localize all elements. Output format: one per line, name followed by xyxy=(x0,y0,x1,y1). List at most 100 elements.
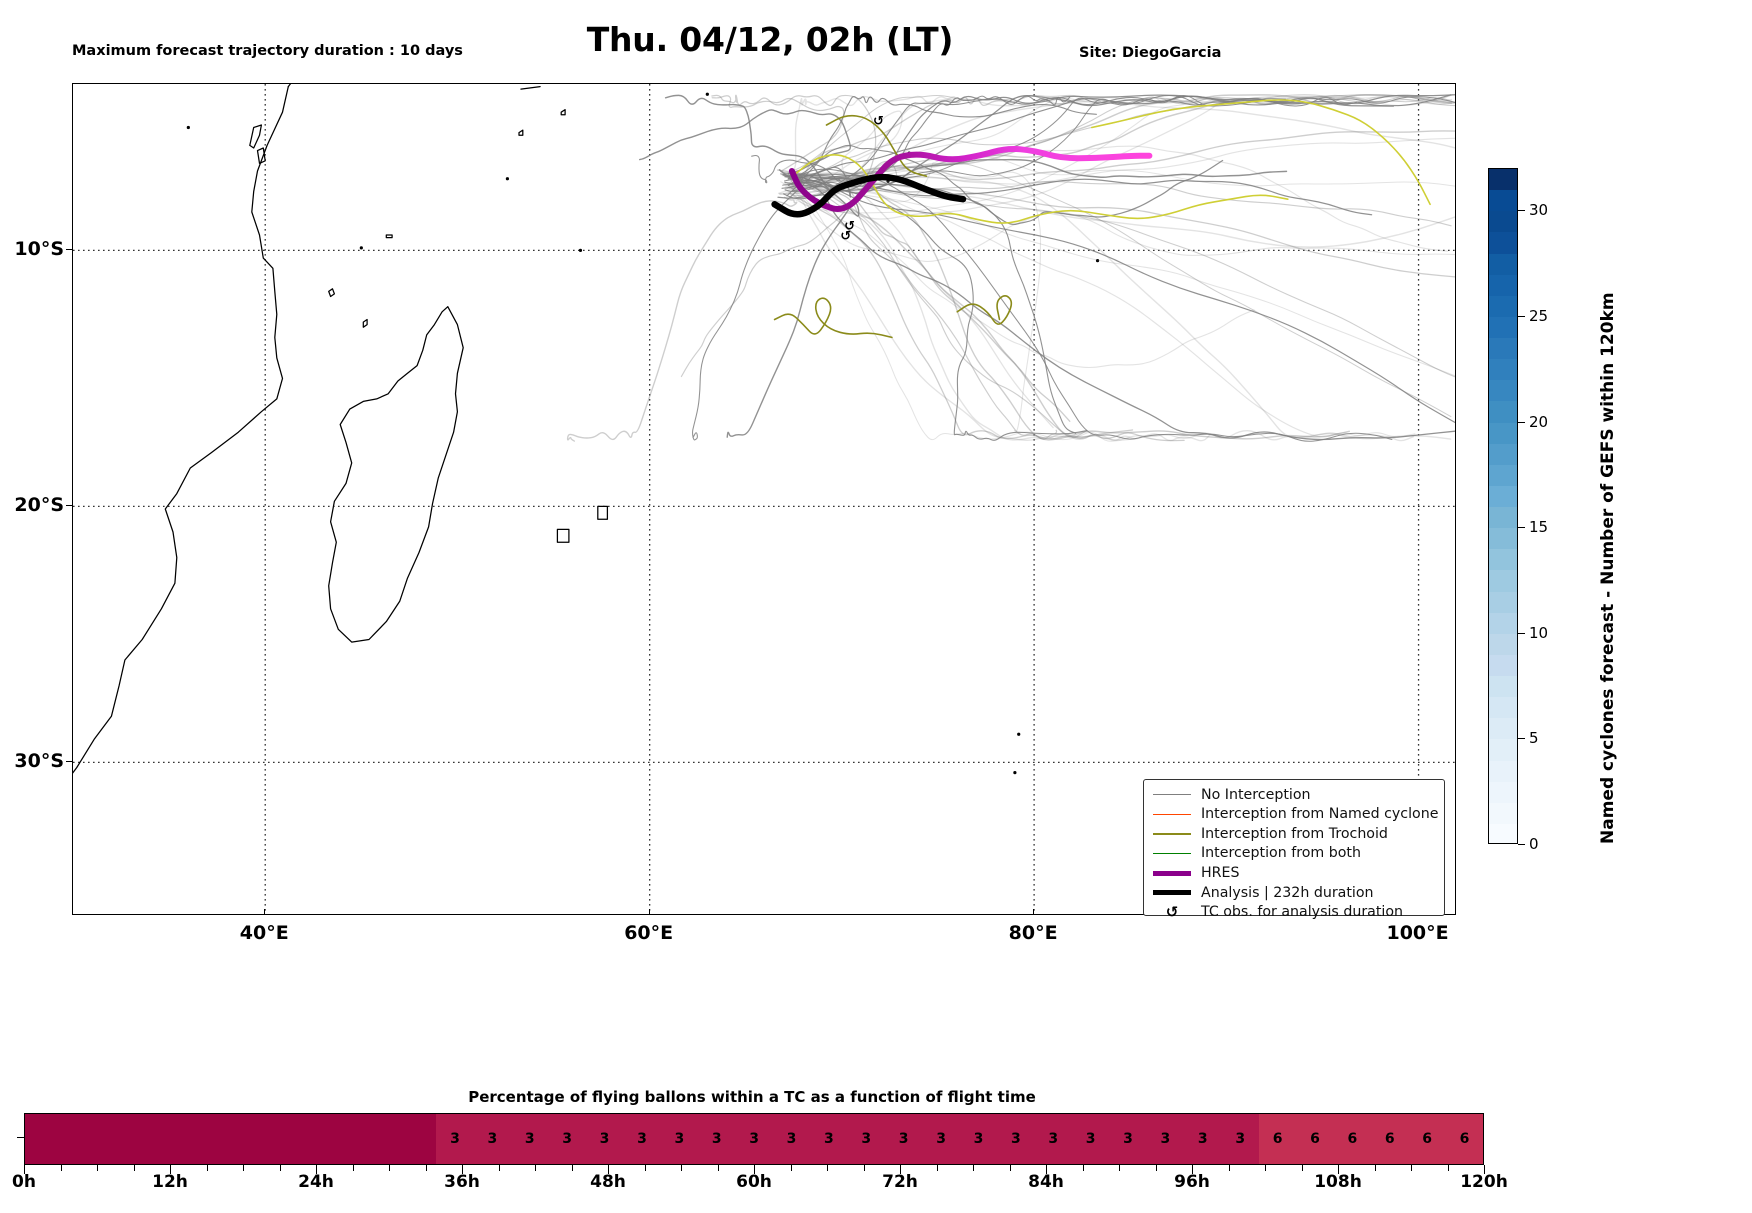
y-tick-label: 10°S xyxy=(14,238,64,261)
named-cyclones-colorbar[interactable]: 0 5 10 15 20 25 30 xyxy=(1488,168,1548,853)
percentage-value-label: 3 xyxy=(861,1131,872,1147)
percentage-bar-tickmark xyxy=(243,1165,244,1171)
ensemble-trajectory xyxy=(789,94,1452,214)
legend-line xyxy=(1153,833,1191,835)
percentage-bar: 3 3 3 3 3 3 3 3 3 3 3 3 3 3 3 3 3 3 3 3 3 3 6 6 6 6 6 6 xyxy=(24,1113,1484,1165)
percentage-bar-tick-label: 120h xyxy=(1460,1172,1508,1192)
legend-label: HRES xyxy=(1201,865,1240,882)
percentage-value-label: 3 xyxy=(1010,1131,1021,1147)
trochoid-trajectory xyxy=(825,114,928,177)
trochoid-trajectory xyxy=(795,154,1289,224)
percentage-value-label: 6 xyxy=(1422,1131,1433,1147)
analysis-trajectory xyxy=(771,173,967,218)
legend-line xyxy=(1153,870,1191,876)
percentage-bar-tickmark xyxy=(644,1165,646,1171)
colorbar-segment xyxy=(1489,401,1517,423)
percentage-value-label: 6 xyxy=(1384,1131,1395,1147)
x-tick-label: 40°E xyxy=(239,922,289,944)
percentage-segment: 3 xyxy=(660,1114,699,1164)
tc-obs-marker: ↺ xyxy=(844,219,855,234)
colorbar-segment xyxy=(1489,295,1517,317)
legend-item[interactable]: Interception from Named cyclone xyxy=(1151,805,1438,825)
percentage-bar-tick-label: 24h xyxy=(298,1172,334,1192)
percentage-segment: 3 xyxy=(511,1114,549,1164)
percentage-bar-tickmark xyxy=(1155,1165,1157,1171)
island-dot xyxy=(1013,771,1017,775)
legend-item[interactable]: ↺ TC obs. for analysis duration xyxy=(1151,903,1437,923)
legend-label: TC obs. for analysis duration xyxy=(1201,904,1404,921)
x-tickmark xyxy=(264,909,266,915)
percentage-bar-tickmark xyxy=(170,1165,171,1174)
colorbar-segment xyxy=(1489,612,1517,634)
ensemble-trajectory xyxy=(788,184,1414,442)
percentage-value-label: 3 xyxy=(487,1131,498,1147)
percentage-value-label: 3 xyxy=(637,1131,647,1147)
percentage-bar-left-tick xyxy=(17,1137,25,1138)
colorbar-segment xyxy=(1489,718,1517,740)
colorbar-segment xyxy=(1489,190,1517,212)
percentage-bar-tickmark xyxy=(97,1165,98,1171)
percentage-segment: 3 xyxy=(473,1114,512,1164)
percentage-bar-tickmark xyxy=(863,1165,865,1171)
island-dot xyxy=(1017,732,1021,736)
ensemble-trajectory xyxy=(777,94,1455,199)
percentage-bar-tickmark xyxy=(425,1165,427,1171)
percentage-bar-tick-label: 12h xyxy=(152,1172,188,1192)
colorbar-segment xyxy=(1489,316,1517,338)
ensemble-trajectory xyxy=(784,159,1224,226)
colorbar-segment xyxy=(1489,380,1517,402)
percentage-segment: 3 xyxy=(997,1114,1035,1164)
site-text: Site: DiegoGarcia xyxy=(1079,45,1222,61)
y-tick-label: 30°S xyxy=(14,750,64,773)
colorbar-segment xyxy=(1489,591,1517,613)
colorbar-tickmark xyxy=(1518,527,1525,529)
percentage-segment: 3 xyxy=(1109,1114,1147,1164)
percentage-value-label: 6 xyxy=(1272,1131,1283,1147)
percentage-value-label: 3 xyxy=(1235,1131,1246,1147)
percentage-bar-tickmark xyxy=(827,1165,828,1171)
map-legend[interactable]: No Interception Interception from Named c… xyxy=(1143,779,1445,919)
colorbar-segment xyxy=(1489,359,1517,381)
coastline-path xyxy=(556,528,570,543)
percentage-bar-tickmark xyxy=(60,1165,62,1171)
legend-item[interactable]: Interception from both xyxy=(1151,844,1437,864)
percentage-segment xyxy=(99,1114,138,1164)
percentage-segment xyxy=(174,1114,212,1164)
legend-item[interactable]: No Interception xyxy=(1151,785,1437,805)
legend-label: Interception from both xyxy=(1201,845,1361,862)
percentage-bar-tick-label: 96h xyxy=(1174,1172,1210,1192)
colorbar-segment xyxy=(1489,274,1517,296)
percentage-segment: 3 xyxy=(1034,1114,1072,1164)
ensemble-trajectory xyxy=(786,95,957,186)
legend-item[interactable]: Analysis | 232h duration xyxy=(1151,883,1437,903)
percentage-segment: 3 xyxy=(772,1114,811,1164)
colorbar-tick-label: 30 xyxy=(1529,201,1549,220)
percentage-segment: 3 xyxy=(698,1114,736,1164)
percentage-value-label: 3 xyxy=(450,1131,460,1147)
legend-line-swatch xyxy=(1151,890,1193,896)
percentage-bar-tickmark xyxy=(571,1165,573,1171)
coastline-path xyxy=(287,84,292,88)
percentage-bar-tickmark xyxy=(279,1165,281,1171)
percentage-segment xyxy=(286,1114,325,1164)
percentage-bar-tickmark xyxy=(754,1165,755,1174)
legend-line-swatch xyxy=(1151,813,1193,816)
page-title: Thu. 04/12, 02h (LT) xyxy=(586,20,954,59)
legend-item[interactable]: Interception from Trochoid xyxy=(1151,824,1437,844)
trochoid-trajectory xyxy=(956,295,1013,325)
percentage-value-label: 3 xyxy=(1085,1131,1096,1147)
ensemble-trajectory xyxy=(781,174,1452,227)
percentage-segment: 6 xyxy=(1333,1114,1372,1164)
ensemble-trajectory xyxy=(780,170,1351,440)
percentage-bar-tickmark xyxy=(717,1165,719,1171)
percentage-segment: 6 xyxy=(1258,1114,1297,1164)
percentage-bar-tickmark xyxy=(206,1165,208,1171)
map-plot-area[interactable]: ↺ ↺ ↺ xyxy=(72,83,1456,915)
percentage-bar-title: Percentage of flying ballons within a TC… xyxy=(468,1088,1036,1106)
legend-item[interactable]: HRES xyxy=(1151,863,1437,883)
percentage-value-label: 3 xyxy=(1048,1131,1059,1147)
ensemble-trajectory xyxy=(780,181,1455,263)
percentage-bar-wrap[interactable]: 3 3 3 3 3 3 3 3 3 3 3 3 3 3 3 3 3 3 3 3 3 3 6 6 6 6 6 6 xyxy=(17,1113,1485,1174)
percentage-segment: 6 xyxy=(1445,1114,1483,1164)
colorbar-segment xyxy=(1489,253,1517,275)
